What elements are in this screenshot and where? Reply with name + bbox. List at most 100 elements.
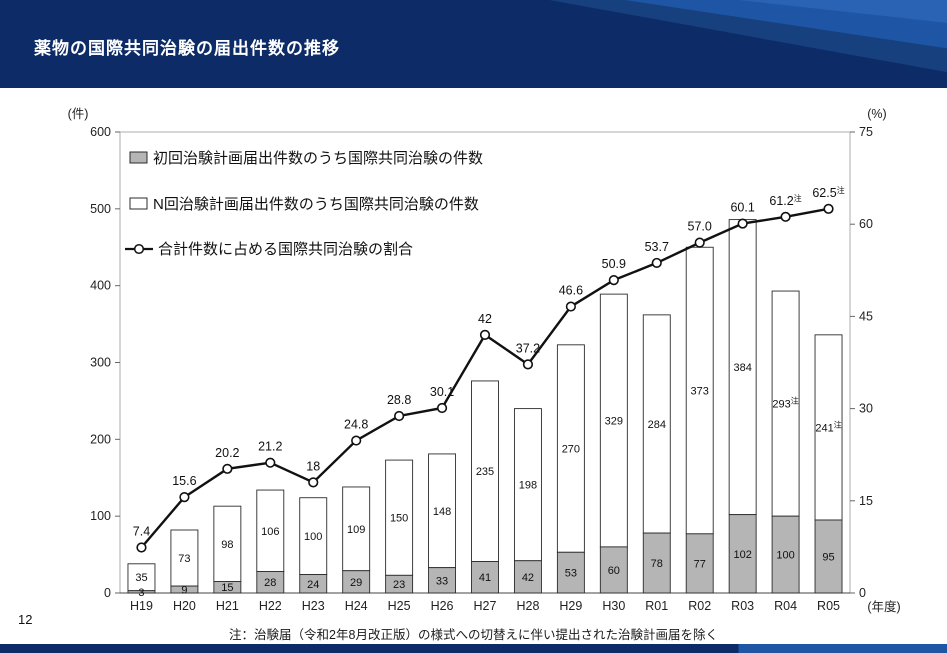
ratio-label: 42 (478, 312, 492, 326)
x-axis-label: H24 (345, 599, 368, 613)
x-axis-unit: (年度) (867, 599, 900, 614)
bar-label-initial: 9 (181, 585, 187, 597)
bar-label-nth: 109 (347, 524, 365, 536)
ratio-marker (351, 435, 362, 446)
ratio-label: 28.8 (387, 393, 411, 407)
ratio-label: 61.2注 (769, 193, 801, 208)
x-axis-label: H23 (302, 599, 325, 613)
ratio-label: 7.4 (133, 525, 150, 539)
x-axis-label: H25 (388, 599, 411, 613)
bar-label-nth: 98 (221, 539, 233, 551)
right-axis-tick-label: 75 (859, 125, 873, 139)
ratio-label: 60.1 (730, 201, 754, 215)
x-axis-label: H19 (130, 599, 153, 613)
axis-labels: 0 100 200 300 400 500 600 0 15 30 45 60 75 H19 H20 H21 H… (68, 107, 901, 614)
bar-initial-segment (471, 561, 499, 594)
bar-initial-segment (814, 519, 843, 594)
legend-label: 初回治験計画届出件数のうち国際共同治験の件数 (153, 150, 483, 167)
bar-label-initial: 60 (608, 565, 620, 577)
bar-label-nth: 35 (135, 572, 147, 584)
legend-swatch (129, 197, 148, 210)
left-axis-tick-label: 500 (90, 202, 111, 216)
right-axis-tick-label: 30 (859, 402, 873, 416)
right-axis-unit: (%) (867, 107, 886, 121)
bar-label-initial: 23 (393, 579, 405, 591)
ratio-label: 50.9 (602, 257, 626, 271)
ratio-label: 30.1 (430, 385, 454, 399)
bar-initial-segment (127, 590, 156, 594)
legend-swatch (129, 151, 148, 164)
ratio-marker (222, 463, 233, 474)
bar-nth-segment (256, 489, 285, 572)
legend-label: N回治験計画届出件数のうち国際共同治験の件数 (153, 196, 479, 213)
bar-label-initial: 42 (522, 572, 534, 584)
x-axis-label: R03 (731, 599, 754, 613)
bar-nth-segment (471, 380, 499, 562)
bar-label-initial: 95 (822, 552, 834, 564)
bar-initial-segment (642, 532, 671, 594)
ratio-labels: 7.4 15.6 20.2 21.2 18 24.8 28.8 30.1 42 37.2 46.6 5… (133, 185, 845, 539)
bar-label-initial: 15 (221, 582, 233, 594)
bar-label-nth: 100 (304, 531, 322, 543)
ratio-label: 46.6 (559, 284, 583, 298)
trend-chart: 0 100 200 300 400 500 600 0 15 30 45 60 75 H19 H20 H21 H… (68, 107, 901, 614)
bar-label-initial: 41 (479, 572, 491, 584)
bar-nth-segment (299, 497, 328, 576)
bar-nth-segment (127, 563, 156, 592)
bar-nth-segment (513, 408, 542, 562)
ratio-marker (565, 301, 576, 312)
bar-label-nth: 373 (691, 386, 709, 398)
bar-nth-segment (642, 314, 671, 534)
ratio-marker (651, 257, 662, 269)
page-title: 薬物の国際共同治験の届出件数の推移 (34, 39, 340, 58)
bar-label-initial: 78 (651, 558, 663, 570)
bar-initial-segment (299, 574, 328, 594)
x-axis-label: H20 (173, 599, 196, 613)
left-axis-tick-label: 600 (90, 125, 111, 139)
ratio-marker (823, 203, 834, 214)
bar-label-initial: 3 (138, 587, 144, 599)
right-axis-tick-label: 60 (859, 217, 873, 231)
ratio-label: 53.7 (645, 240, 669, 254)
header-banner: 薬物の国際共同治験の届出件数の推移 (0, 0, 947, 88)
ratio-marker (737, 218, 748, 229)
x-axis-label: H22 (259, 599, 282, 613)
bar-label-initial: 29 (350, 577, 362, 589)
bar-nth-segment (428, 453, 457, 569)
ratio-label: 20.2 (215, 446, 239, 460)
x-axis-label: H21 (216, 599, 239, 613)
bar-label-nth: 270 (562, 444, 580, 456)
bar-nth-segment (213, 505, 242, 582)
bar-label-initial: 102 (733, 549, 751, 561)
x-axis-label: R04 (774, 599, 797, 613)
left-axis-tick-label: 100 (90, 509, 111, 523)
bar-nth-segment (771, 290, 800, 517)
bar-label-initial: 53 (565, 568, 577, 580)
ratio-marker (479, 329, 491, 340)
bar-label-initial: 33 (436, 575, 448, 587)
ratio-label: 62.5注 (812, 185, 844, 200)
bar-label-nth: 150 (390, 513, 408, 525)
page-number: 12 (18, 612, 33, 627)
x-axis-label: R05 (817, 599, 840, 613)
ratio-marker (308, 477, 319, 488)
bar-label-initial: 77 (694, 558, 706, 570)
bar-label-nth: 73 (178, 553, 190, 565)
bar-initial-segment (428, 567, 457, 594)
footer-bar (0, 644, 947, 653)
ratio-markers (136, 203, 834, 553)
bar-nth-segment (170, 529, 199, 587)
legend-line-marker (133, 243, 145, 255)
left-axis-tick-label: 0 (104, 586, 111, 600)
bar-initial-segment (771, 515, 800, 594)
x-axis-label: H28 (516, 599, 539, 613)
right-axis-tick-label: 45 (859, 309, 873, 323)
bar-nth-segment (685, 246, 714, 535)
ratio-label: 15.6 (172, 474, 196, 488)
bar-initial-segment (599, 546, 628, 594)
bar-initial-segment (385, 574, 414, 594)
ratio-marker (608, 275, 619, 286)
x-axis-label: R01 (645, 599, 668, 613)
bar-initial-segment (728, 514, 757, 594)
ratio-marker (522, 359, 534, 370)
